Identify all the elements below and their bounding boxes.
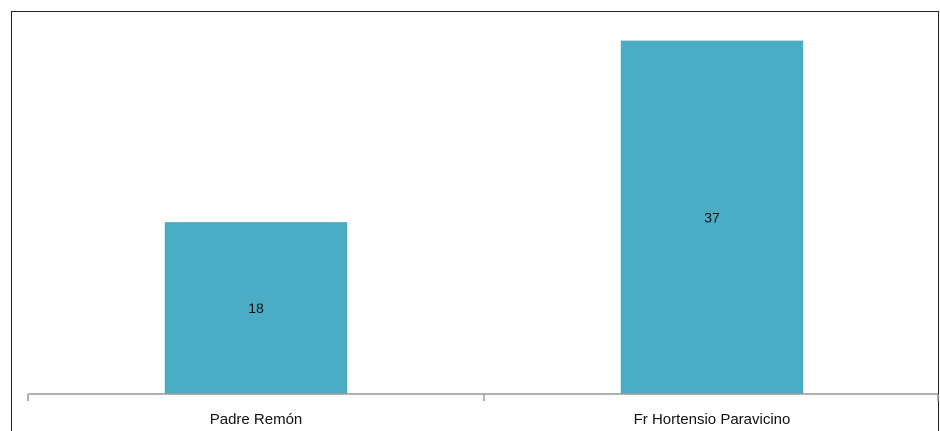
x-tick-label: Padre Remón [210,411,303,428]
bar [620,40,804,395]
chart-frame [11,11,939,431]
x-ticks-group [27,394,939,401]
bars-group [164,40,804,395]
x-tick-label: Fr Hortensio Paravicino [634,411,791,428]
data-label: 37 [704,209,720,225]
data-label: 18 [248,300,264,316]
x-tick-labels-group: Padre Remón Fr Hortensio Paravicino [210,411,791,428]
bar [164,222,348,394]
